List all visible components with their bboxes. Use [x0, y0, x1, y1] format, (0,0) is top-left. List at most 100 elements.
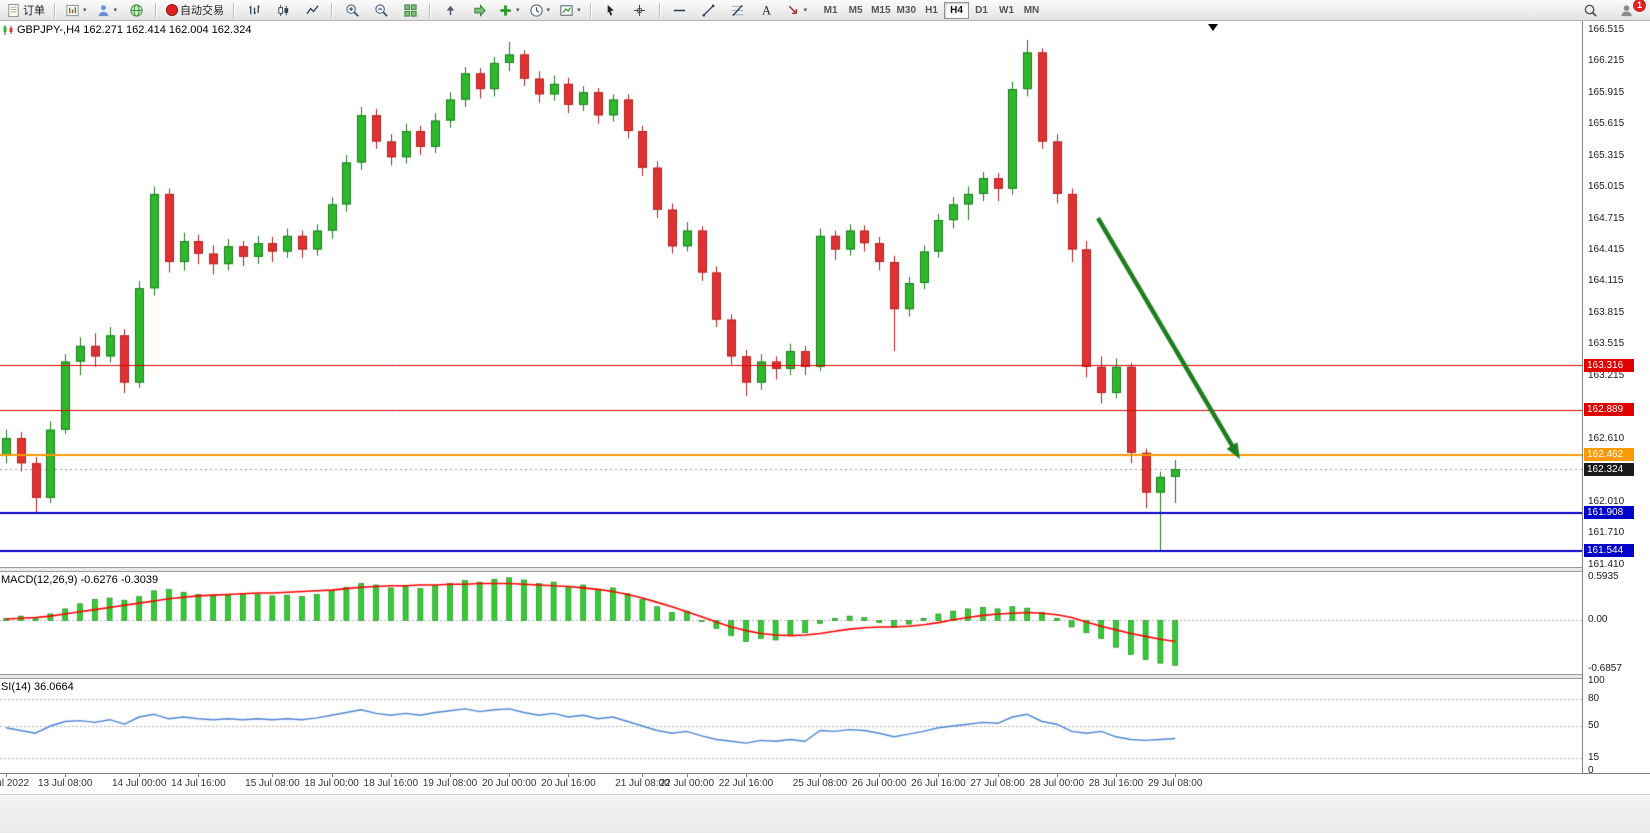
- auto-scroll-icon: [473, 3, 486, 17]
- time-axis-tick: [642, 774, 644, 777]
- profile-caret[interactable]: ▾: [113, 7, 118, 14]
- price-axis-label: 161.710: [1588, 527, 1625, 539]
- time-axis-tick: [938, 774, 940, 777]
- rsi-axis-label: 80: [1588, 693, 1600, 704]
- price-level-badge: 162.324: [1584, 462, 1634, 476]
- chart-shift-icon: [446, 5, 454, 15]
- candlestick-chart-button[interactable]: [269, 0, 297, 20]
- timeframe-m5-button[interactable]: M5: [848, 4, 863, 16]
- chart-shift-marker[interactable]: [1208, 24, 1218, 31]
- price-axis-label: 162.010: [1588, 496, 1625, 508]
- new-order-label: 订单: [23, 5, 45, 17]
- time-axis-tick: [6, 774, 7, 777]
- time-axis-tick: [1056, 774, 1058, 777]
- chart-symbol-info: GBPJPY-,H4 162.271 162.414 162.004 162.3…: [2, 24, 251, 36]
- time-axis-label: 22 Jul 00:00: [659, 778, 715, 789]
- periods-clock-icon: [529, 3, 543, 17]
- fibonacci-button[interactable]: [724, 0, 752, 20]
- market-watch-button[interactable]: [122, 0, 150, 20]
- time-axis-tick: [1116, 774, 1117, 777]
- templates-button[interactable]: ▾: [555, 0, 585, 20]
- indicators-caret[interactable]: ▾: [516, 7, 520, 14]
- panel-splitter[interactable]: [0, 674, 1582, 679]
- charts-button[interactable]: ▾: [61, 0, 91, 20]
- time-axis[interactable]: 1 Jul 2022 13 Jul 08:00 14 Jul 00:00 14 Jul…: [0, 773, 1650, 794]
- toolbar-separator: [155, 2, 158, 18]
- search-icon: [1584, 4, 1597, 17]
- indicators-button[interactable]: ▾: [494, 0, 524, 20]
- toolbar-separator: [658, 2, 661, 18]
- crosshair-button[interactable]: [626, 0, 654, 20]
- rsi-label: RSI(14) 36.0664: [0, 681, 74, 693]
- time-axis-label: 25 Jul 08:00: [792, 778, 848, 789]
- rsi-axis-label: 15: [1588, 751, 1600, 763]
- timeframe-toolbar: M1 M5 M15 M30 H1 H4 D1 W1 MN: [818, 1, 1044, 19]
- cursor-button[interactable]: [597, 0, 625, 20]
- text-tool-button[interactable]: A: [753, 0, 781, 20]
- market-watch-icon: [129, 3, 143, 17]
- macd-label: MACD(12,26,9) -0.6276 -0.3039: [1, 574, 159, 586]
- time-axis-label: 28 Jul 00:00: [1029, 778, 1085, 789]
- timeframe-w1-button[interactable]: W1: [999, 4, 1014, 16]
- time-axis-tick: [879, 774, 881, 777]
- time-axis-tick: [390, 774, 392, 777]
- zoom-in-button[interactable]: [338, 0, 366, 20]
- timeframe-mn-button[interactable]: MN: [1023, 4, 1040, 16]
- timeframe-d1-button[interactable]: D1: [975, 4, 988, 16]
- time-axis-label: 15 Jul 08:00: [245, 778, 300, 789]
- price-level-badge: 162.462: [1584, 448, 1634, 462]
- chart-shift-button[interactable]: [436, 0, 464, 20]
- arrows-tool-button[interactable]: ▾: [782, 0, 812, 20]
- price-axis-label: 164.715: [1588, 212, 1625, 224]
- time-axis-tick: [272, 774, 274, 777]
- time-axis-label: 14 Jul 00:00: [111, 778, 167, 789]
- templates-icon: [560, 4, 573, 16]
- periods-button[interactable]: ▾: [525, 0, 555, 20]
- timeframe-m1-button[interactable]: M1: [823, 4, 838, 16]
- svg-text:A: A: [762, 3, 771, 17]
- rsi-canvas[interactable]: [0, 679, 1582, 773]
- account-icon: [1620, 4, 1632, 16]
- zoom-out-button[interactable]: [367, 0, 395, 20]
- time-axis-label: 14 Jul 16:00: [171, 778, 226, 789]
- timeframe-h1-button[interactable]: H1: [925, 4, 938, 16]
- time-axis-label: 27 Jul 08:00: [970, 778, 1025, 789]
- search-button[interactable]: [1576, 0, 1604, 20]
- price-axis[interactable]: 166.515 166.215 165.915 165.615 165.315 165.0…: [1582, 21, 1650, 776]
- periods-caret[interactable]: ▾: [546, 7, 551, 14]
- toolbar-separator: [331, 2, 334, 18]
- bar-chart-icon: [248, 4, 260, 14]
- status-bar: [0, 794, 1650, 833]
- macd-canvas[interactable]: [0, 572, 1582, 674]
- time-axis-label: 29 Jul 08:00: [1147, 778, 1203, 789]
- time-axis-label: 26 Jul 00:00: [851, 778, 907, 789]
- price-axis-label: 163.815: [1588, 306, 1625, 318]
- macd-axis-label: -0.6857: [1588, 663, 1622, 675]
- account-button[interactable]: 1: [1612, 0, 1647, 20]
- notification-badge: 1: [1632, 0, 1647, 13]
- toolbar: 订单 ▾ ▾ 自动交易: [0, 0, 1650, 21]
- horizontal-line-button[interactable]: [666, 0, 694, 20]
- price-chart-canvas[interactable]: [0, 21, 1582, 567]
- timeframe-m15-button[interactable]: M15: [871, 4, 891, 16]
- price-axis-label: 166.515: [1588, 23, 1625, 35]
- trendline-button[interactable]: [695, 0, 723, 20]
- arrows-caret[interactable]: ▾: [803, 7, 808, 14]
- price-axis-label: 166.215: [1588, 55, 1625, 67]
- profile-button[interactable]: ▾: [92, 0, 122, 20]
- time-axis-label: 20 Jul 16:00: [541, 778, 596, 789]
- charts-caret[interactable]: ▾: [83, 7, 87, 14]
- timeframe-m30-button[interactable]: M30: [896, 4, 916, 16]
- price-axis-label: 164.115: [1588, 275, 1624, 287]
- line-chart-button[interactable]: [298, 0, 326, 20]
- autotrading-button[interactable]: 自动交易: [162, 0, 228, 20]
- bar-chart-button[interactable]: [240, 0, 268, 20]
- price-level-badge: 162.889: [1584, 403, 1634, 417]
- templates-caret[interactable]: ▾: [577, 7, 581, 14]
- new-order-button[interactable]: 订单: [2, 0, 49, 20]
- auto-scroll-button[interactable]: [465, 0, 493, 20]
- price-axis-label: 164.415: [1588, 243, 1625, 255]
- panel-splitter[interactable]: [0, 567, 1582, 572]
- arrange-windows-button[interactable]: [396, 0, 424, 20]
- timeframe-h4-button[interactable]: H4: [944, 1, 969, 19]
